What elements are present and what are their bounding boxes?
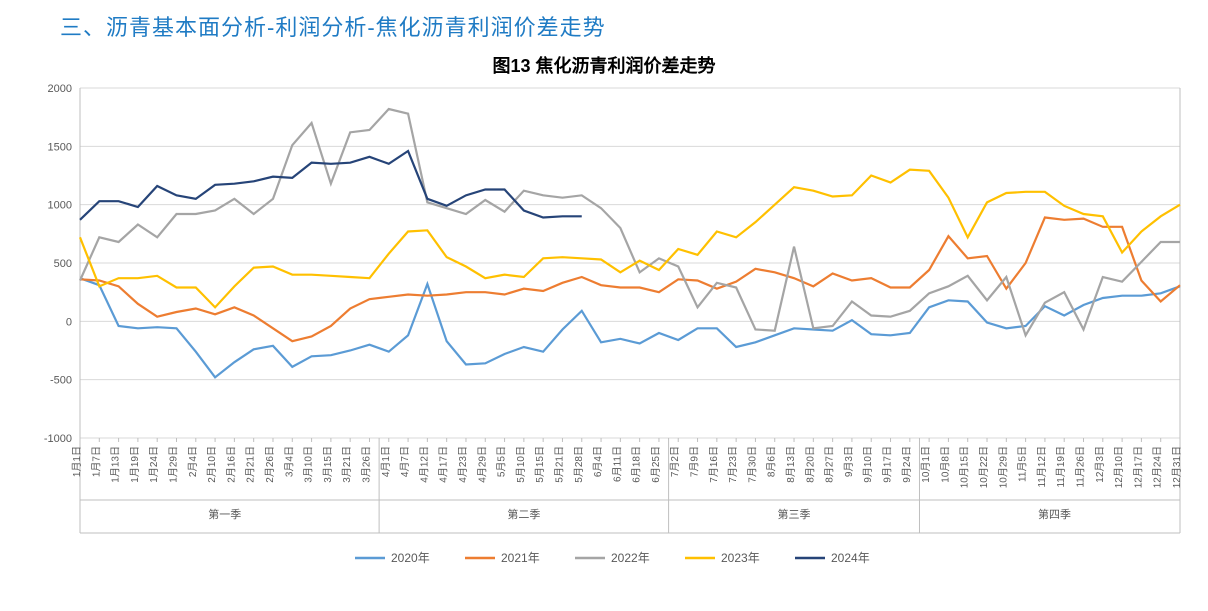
svg-text:3月10日: 3月10日	[303, 446, 315, 483]
svg-text:3月21日: 3月21日	[341, 446, 353, 483]
legend-label: 2021年	[501, 551, 540, 565]
legend-label: 2024年	[831, 551, 870, 565]
line-chart: -1000-50005001000150020001月1日1月7日1月13日1月…	[20, 78, 1188, 598]
svg-text:8月6日: 8月6日	[766, 446, 778, 477]
svg-text:10月8日: 10月8日	[939, 446, 951, 483]
svg-text:7月2日: 7月2日	[669, 446, 681, 477]
svg-text:4月1日: 4月1日	[380, 446, 392, 477]
svg-text:2月16日: 2月16日	[225, 446, 237, 483]
svg-text:第四季: 第四季	[1038, 507, 1071, 521]
svg-text:第二季: 第二季	[507, 507, 540, 521]
svg-text:12月3日: 12月3日	[1094, 446, 1106, 483]
svg-text:12月10日: 12月10日	[1113, 446, 1125, 488]
svg-text:0: 0	[66, 316, 72, 328]
svg-text:7月16日: 7月16日	[708, 446, 720, 483]
svg-text:5月15日: 5月15日	[534, 446, 546, 483]
svg-text:7月23日: 7月23日	[727, 446, 739, 483]
svg-text:1500: 1500	[48, 141, 72, 153]
svg-text:1月13日: 1月13日	[110, 446, 122, 483]
svg-text:2月4日: 2月4日	[187, 446, 199, 477]
svg-text:3月15日: 3月15日	[322, 446, 334, 483]
svg-text:12月17日: 12月17日	[1132, 446, 1144, 488]
svg-text:6月4日: 6月4日	[592, 446, 604, 477]
svg-text:2月21日: 2月21日	[245, 446, 257, 483]
svg-text:-1000: -1000	[44, 433, 72, 445]
svg-text:3月26日: 3月26日	[360, 446, 372, 483]
svg-text:9月3日: 9月3日	[843, 446, 855, 477]
series-2020年	[80, 278, 1180, 377]
svg-text:1000: 1000	[48, 200, 72, 212]
page-heading: 三、沥青基本面分析-利润分析-焦化沥青利润价差走势	[20, 8, 1188, 48]
svg-text:1月1日: 1月1日	[71, 446, 83, 477]
svg-text:5月21日: 5月21日	[553, 446, 565, 483]
series-group	[80, 109, 1180, 377]
svg-text:7月30日: 7月30日	[746, 446, 758, 483]
svg-text:10月22日: 10月22日	[978, 446, 990, 488]
svg-text:7月9日: 7月9日	[689, 446, 701, 477]
svg-text:4月12日: 4月12日	[418, 446, 430, 483]
svg-text:8月13日: 8月13日	[785, 446, 797, 483]
svg-text:10月29日: 10月29日	[997, 446, 1009, 488]
svg-text:-500: -500	[50, 375, 72, 387]
legend: 2020年 2021年 2022年 2023年 2024年	[355, 551, 870, 565]
svg-text:4月29日: 4月29日	[476, 446, 488, 483]
svg-text:3月4日: 3月4日	[283, 446, 295, 477]
svg-text:6月11日: 6月11日	[611, 446, 623, 482]
x-axis-ticks: 1月1日 1月7日 1月13日 1月19日 1月24日 1月29日 2月4日 2月10日 2月1…	[71, 438, 1183, 488]
chart-title: 图13 焦化沥青利润价差走势	[20, 52, 1188, 78]
svg-text:6月18日: 6月18日	[631, 446, 643, 483]
svg-text:5月28日: 5月28日	[573, 446, 585, 483]
svg-text:6月25日: 6月25日	[650, 446, 662, 483]
svg-text:2月10日: 2月10日	[206, 446, 218, 483]
series-2021年	[80, 218, 1180, 342]
svg-text:500: 500	[54, 258, 72, 270]
svg-text:12月24日: 12月24日	[1152, 446, 1164, 488]
legend-label: 2020年	[391, 551, 430, 565]
svg-text:9月10日: 9月10日	[862, 446, 874, 483]
svg-text:第一季: 第一季	[208, 507, 241, 521]
svg-text:1月24日: 1月24日	[148, 446, 160, 483]
svg-text:第三季: 第三季	[778, 507, 811, 521]
svg-text:8月27日: 8月27日	[824, 446, 836, 483]
svg-text:2月26日: 2月26日	[264, 446, 276, 483]
svg-text:1月29日: 1月29日	[167, 446, 179, 483]
svg-text:9月17日: 9月17日	[882, 446, 894, 483]
y-axis-ticks: -1000 -500 0 500 1000 1500 2000	[44, 83, 72, 445]
svg-text:2000: 2000	[48, 83, 72, 95]
svg-text:10月1日: 10月1日	[920, 446, 932, 483]
gridlines	[80, 88, 1180, 438]
svg-text:11月19日: 11月19日	[1055, 446, 1067, 488]
quarter-labels: 第一季 第二季 第三季 第四季	[80, 500, 1180, 533]
svg-text:9月24日: 9月24日	[901, 446, 913, 483]
svg-text:1月19日: 1月19日	[129, 446, 141, 483]
svg-text:11月5日: 11月5日	[1017, 446, 1029, 482]
legend-label: 2023年	[721, 551, 760, 565]
legend-label: 2022年	[611, 551, 650, 565]
svg-text:5月10日: 5月10日	[515, 446, 527, 483]
svg-text:1月7日: 1月7日	[90, 446, 102, 477]
svg-text:5月5日: 5月5日	[496, 446, 508, 477]
series-2022年	[80, 109, 1180, 335]
svg-text:4月23日: 4月23日	[457, 446, 469, 483]
svg-text:12月31日: 12月31日	[1171, 446, 1183, 488]
svg-text:11月12日: 11月12日	[1036, 446, 1048, 488]
svg-text:10月15日: 10月15日	[959, 446, 971, 488]
svg-text:4月17日: 4月17日	[438, 446, 450, 483]
svg-text:8月20日: 8月20日	[804, 446, 816, 483]
svg-text:11月26日: 11月26日	[1075, 446, 1087, 488]
svg-text:4月7日: 4月7日	[399, 446, 411, 477]
